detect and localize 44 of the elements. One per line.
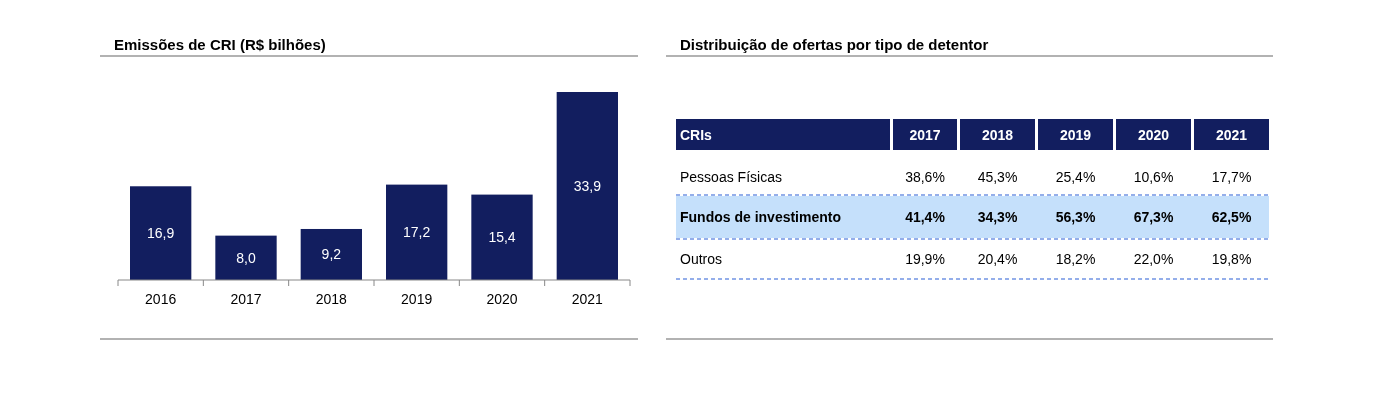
- bar: [130, 186, 192, 280]
- text: 19,9%: [905, 251, 945, 267]
- data-label: 8,0: [236, 249, 256, 266]
- text: 20,4%: [977, 251, 1018, 267]
- text: 62,5%: [1211, 209, 1252, 225]
- text: 41,4%: [905, 209, 945, 225]
- text: 19,8%: [1211, 251, 1252, 267]
- bar: [471, 194, 533, 280]
- bar: [215, 235, 277, 280]
- text: 67,3%: [1133, 209, 1174, 225]
- x-tick-label: 2021: [1215, 127, 1248, 143]
- chart-title: Emissões de CRI (R$ bilhões): [114, 36, 326, 53]
- text: 34,3%: [977, 209, 1018, 225]
- data-label: 15,4: [488, 229, 516, 246]
- x-tick-label: 2018: [981, 127, 1014, 143]
- text: 17,7%: [1211, 169, 1252, 185]
- data-label: 33,9: [573, 178, 602, 194]
- x-tick-label: 2019: [1059, 127, 1092, 143]
- text: 45,3%: [977, 169, 1018, 185]
- y-tick-label: Pessoas Físicas: [680, 169, 782, 185]
- x-tick-label: 2018: [315, 291, 348, 307]
- text: 18,2%: [1055, 251, 1096, 267]
- bar: [386, 184, 448, 280]
- text: 25,4%: [1055, 169, 1096, 185]
- x-tick-label: 2017: [230, 291, 262, 307]
- text: 38,6%: [905, 169, 945, 185]
- chart-title: Distribuição de ofertas por tipo de detentor: [680, 36, 989, 53]
- data-label: 9,2: [321, 246, 342, 263]
- text: 10,6%: [1133, 169, 1174, 185]
- x-tick-label: 2017: [909, 127, 941, 143]
- bar: [300, 228, 362, 280]
- text: 22,0%: [1133, 251, 1174, 267]
- text: 56,3%: [1055, 209, 1096, 225]
- x-tick-label: 2021: [571, 291, 604, 307]
- y-axis-title: CRIs: [680, 127, 713, 143]
- data-label: 17,2: [403, 224, 431, 241]
- y-tick-label: Fundos de investimento: [680, 209, 842, 225]
- y-tick-label: Outros: [680, 251, 723, 267]
- x-tick-label: 2019: [401, 291, 433, 307]
- x-tick-label: 2020: [486, 291, 518, 307]
- x-tick-label: 2016: [145, 291, 177, 307]
- x-tick-label: 2020: [1137, 127, 1170, 143]
- data-label: 16,9: [147, 225, 175, 242]
- bar: [556, 92, 618, 280]
